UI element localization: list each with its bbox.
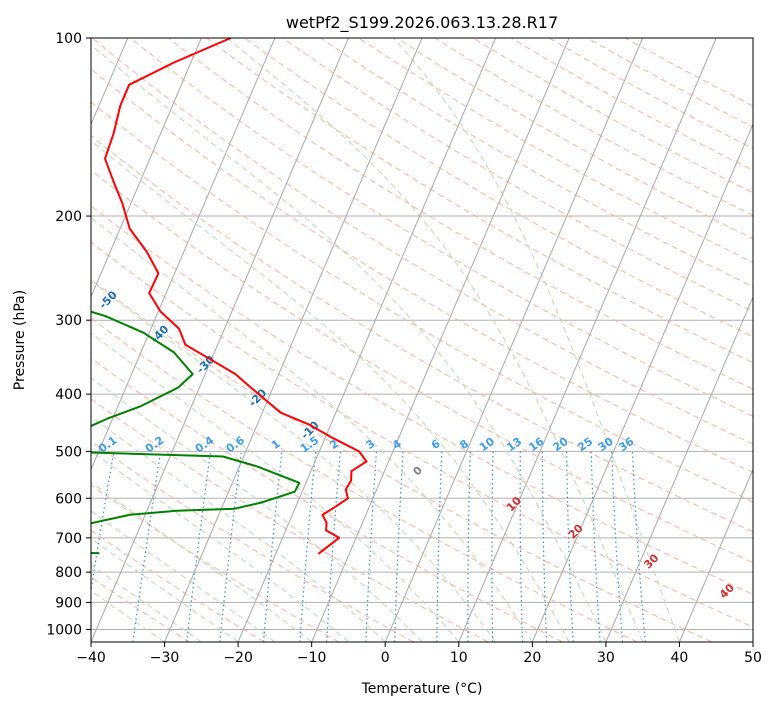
mixing-ratio-line xyxy=(326,451,341,642)
mixing-ratio-line xyxy=(262,451,283,642)
x-tick-label: 40 xyxy=(671,650,689,666)
dry-adiabat xyxy=(91,484,340,642)
y-tick-label: 300 xyxy=(55,313,82,329)
moist-adiabat xyxy=(91,537,239,642)
dry-adiabat xyxy=(91,169,753,564)
isotherm xyxy=(678,468,753,642)
x-tick-label: −10 xyxy=(297,650,327,666)
moist-adiabat xyxy=(91,590,165,642)
isotherm xyxy=(91,38,349,642)
x-tick-label: 10 xyxy=(450,650,468,666)
moist-adiabat xyxy=(91,415,386,642)
x-tick-label: 50 xyxy=(744,650,762,666)
x-tick-label: 30 xyxy=(597,650,615,666)
x-tick-label: −30 xyxy=(150,650,180,666)
x-tick-label: −40 xyxy=(76,650,106,666)
mixing-ratio-line xyxy=(436,451,443,642)
dry-adiabat xyxy=(282,38,753,313)
profile-series xyxy=(91,38,368,555)
isotherm xyxy=(164,38,423,642)
moist-adiabat xyxy=(393,38,680,642)
moist-adiabat xyxy=(91,564,202,642)
dry-adiabat xyxy=(129,38,753,417)
mixing-ratio-line xyxy=(365,451,378,642)
mixing-ratio-line xyxy=(219,451,242,642)
x-tick-label: 20 xyxy=(523,650,541,666)
dry-adiabat xyxy=(91,135,753,533)
moist-adiabat xyxy=(91,481,312,642)
dry-adiabat xyxy=(91,101,753,503)
mixing-ratio-line xyxy=(631,451,646,642)
mixing-ratio-line xyxy=(91,451,115,594)
dry-adiabat xyxy=(168,38,753,390)
y-axis: 1000 900 800 700 600 500 400 300 200 100 xyxy=(46,31,91,638)
mixing-ratio-line xyxy=(541,451,548,642)
temperature-profile-line xyxy=(104,38,368,555)
mixing-ratio-line xyxy=(611,451,624,642)
chart-title: wetPf2_S199.2026.063.13.28.R17 xyxy=(286,13,558,33)
moist-adiabat xyxy=(91,279,496,642)
isotherm xyxy=(531,123,753,642)
y-tick-label: 100 xyxy=(55,31,82,47)
isotherm xyxy=(237,38,497,642)
dry-adiabat xyxy=(91,529,265,642)
x-axis-title: Temperature (°C) xyxy=(361,681,483,697)
dry-adiabat xyxy=(91,205,753,595)
moist-adiabat xyxy=(91,44,607,642)
y-tick-label: 1000 xyxy=(46,622,82,638)
dry-adiabat xyxy=(244,38,753,338)
mixing-ratio-line xyxy=(566,451,574,642)
dry-adiabat xyxy=(91,241,753,628)
y-tick-label: 500 xyxy=(55,444,82,460)
moist-adiabat xyxy=(226,38,644,642)
mixing-ratio-line xyxy=(590,451,601,642)
isotherm xyxy=(458,38,717,642)
dry-adiabat xyxy=(91,317,638,642)
isotherm xyxy=(605,295,753,642)
y-tick-label: 700 xyxy=(55,531,82,547)
y-tick-label: 900 xyxy=(55,595,82,611)
dry-adiabats xyxy=(91,38,753,642)
plot-frame xyxy=(90,37,754,643)
mixing-ratio-line xyxy=(186,451,212,642)
moist-adiabat xyxy=(91,510,276,642)
mixing-ratio-line xyxy=(491,451,494,642)
dry-adiabat xyxy=(91,279,713,642)
isotherm xyxy=(311,38,570,642)
mixing-ratio-line xyxy=(467,451,471,642)
pressure-gridlines xyxy=(91,38,753,630)
mixing-ratio-line xyxy=(299,451,317,642)
y-tick-label: 800 xyxy=(55,565,82,581)
moist-adiabat xyxy=(91,216,533,642)
y-axis-title: Pressure (hPa) xyxy=(12,290,28,390)
dry-adiabat xyxy=(91,357,563,642)
mixing-ratio-line xyxy=(519,451,524,642)
dewpoint-profile-line xyxy=(91,310,301,555)
isotherm xyxy=(91,38,202,299)
y-tick-label: 200 xyxy=(55,209,82,225)
y-tick-label: 400 xyxy=(55,387,82,403)
x-axis: −40 −30 −20 −10 0 10 20 30 40 50 xyxy=(76,642,762,666)
x-tick-label: −20 xyxy=(223,650,253,666)
moist-adiabats xyxy=(91,38,680,642)
isotherms xyxy=(91,38,753,642)
moist-adiabat xyxy=(91,140,570,642)
dry-adiabat xyxy=(91,38,753,445)
isotherm xyxy=(91,38,276,471)
y-tick-label: 600 xyxy=(55,491,82,507)
isotherm xyxy=(384,38,644,642)
x-tick-label: 0 xyxy=(381,650,390,666)
